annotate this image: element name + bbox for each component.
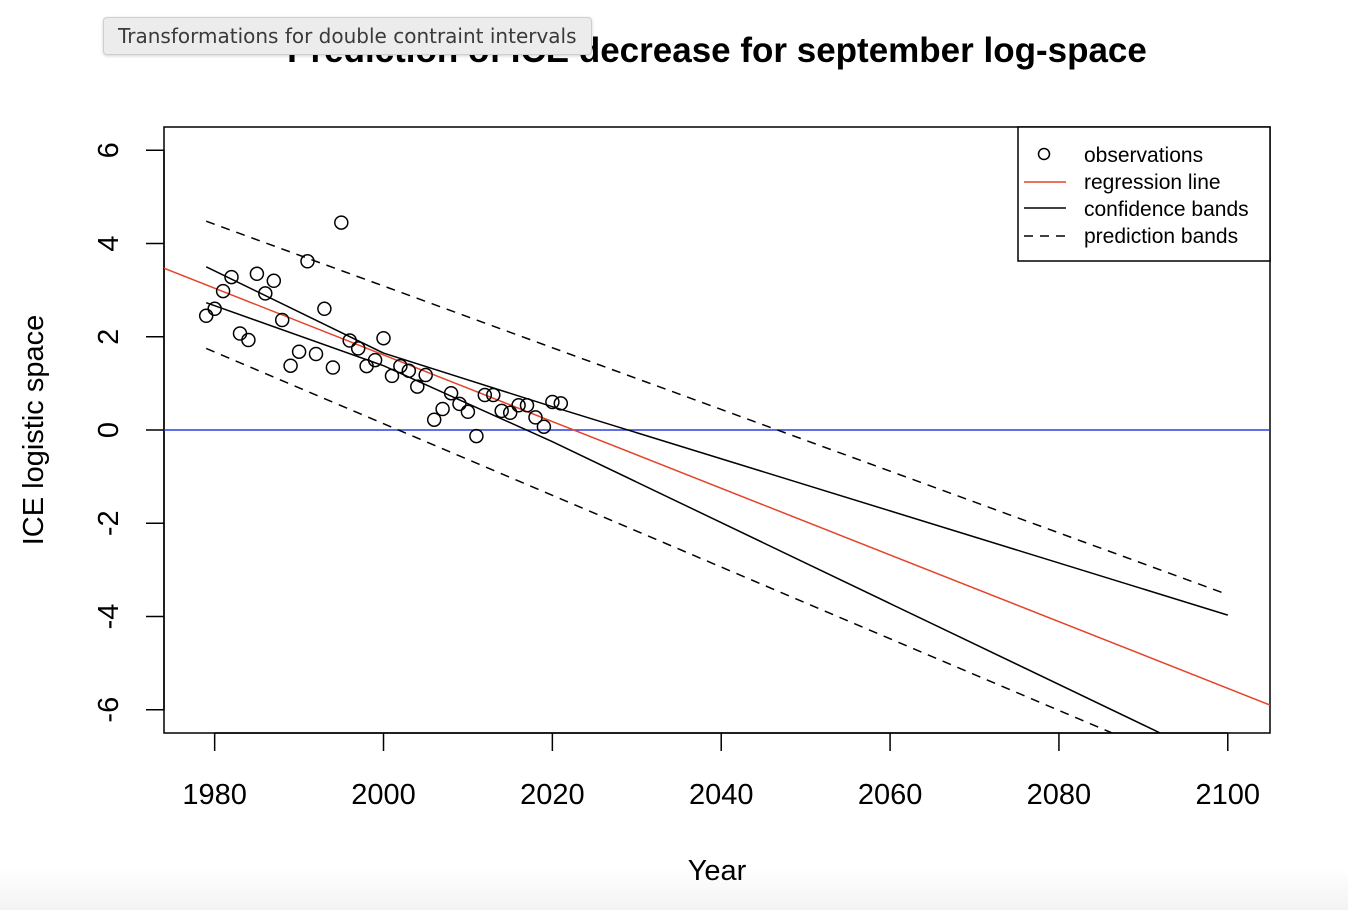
observation-point bbox=[224, 269, 239, 285]
observation-point bbox=[528, 410, 543, 425]
observation-point bbox=[426, 412, 442, 427]
observation-point bbox=[477, 387, 493, 403]
y-tick-label: 6 bbox=[93, 142, 125, 158]
observation-point bbox=[258, 286, 273, 301]
x-tick-label: 1980 bbox=[182, 779, 247, 811]
observation-point bbox=[393, 358, 408, 374]
observation-point bbox=[283, 358, 298, 373]
observation-point bbox=[519, 398, 535, 413]
observation-point bbox=[249, 266, 265, 282]
observation-point bbox=[494, 403, 509, 419]
observation-point bbox=[460, 404, 476, 420]
observation-point bbox=[553, 396, 569, 411]
observation-point bbox=[325, 360, 341, 375]
observation-point bbox=[511, 398, 526, 413]
observation-point bbox=[452, 396, 467, 412]
x-axis-label: Year bbox=[688, 855, 747, 887]
observation-point bbox=[418, 367, 433, 383]
observation-point bbox=[384, 368, 400, 384]
confidence-band-upper bbox=[205, 266, 1229, 616]
y-tick-label: 4 bbox=[93, 235, 125, 251]
observation-point bbox=[215, 283, 231, 299]
observation-point bbox=[350, 341, 366, 356]
observation-point bbox=[376, 330, 391, 346]
legend-label-regression-line: regression line bbox=[1084, 171, 1221, 194]
y-tick-label: -2 bbox=[93, 510, 125, 536]
legend-observations-symbol bbox=[1037, 147, 1051, 161]
observation-point bbox=[410, 379, 425, 394]
observation-point bbox=[443, 385, 459, 401]
y-tick-label: 2 bbox=[93, 329, 125, 345]
observation-point bbox=[300, 254, 315, 269]
observation-point bbox=[274, 312, 290, 328]
confidence-band-lower bbox=[205, 301, 1161, 733]
observation-point bbox=[367, 352, 383, 368]
y-tick-label: -6 bbox=[93, 697, 125, 723]
observation-point bbox=[317, 301, 332, 317]
x-tick-label: 2000 bbox=[351, 779, 416, 811]
prediction-band-upper bbox=[205, 220, 1229, 596]
x-tick-label: 2040 bbox=[689, 779, 754, 811]
observation-point bbox=[486, 387, 501, 403]
observation-point bbox=[334, 215, 349, 230]
x-tick-label: 2080 bbox=[1027, 779, 1092, 811]
x-tick-label: 2020 bbox=[520, 779, 585, 811]
observation-point bbox=[545, 394, 560, 410]
observation-point bbox=[308, 346, 324, 362]
x-tick-label: 2100 bbox=[1196, 779, 1261, 811]
observation-point bbox=[266, 273, 282, 289]
observation-point bbox=[291, 344, 307, 359]
observation-point bbox=[536, 419, 552, 434]
observation-point bbox=[232, 326, 248, 341]
y-tick-label: -4 bbox=[93, 604, 125, 630]
legend-box bbox=[1017, 126, 1271, 262]
x-tick-label: 2060 bbox=[858, 779, 923, 811]
legend: observations regression line confidence … bbox=[1017, 126, 1271, 262]
observation-point bbox=[469, 428, 484, 444]
regression-line bbox=[164, 267, 1270, 706]
legend-label-observations: observations bbox=[1084, 144, 1203, 167]
observation-point bbox=[207, 301, 222, 317]
prediction-band-lower bbox=[205, 347, 1113, 733]
observation-point bbox=[502, 405, 518, 421]
observation-point bbox=[401, 363, 417, 379]
observation-point bbox=[241, 332, 256, 348]
observation-point bbox=[435, 401, 450, 417]
observation-point bbox=[198, 308, 214, 324]
legend-label-confidence-bands: confidence bands bbox=[1084, 198, 1249, 221]
observation-point bbox=[342, 333, 357, 348]
legend-label-prediction-bands: prediction bands bbox=[1084, 225, 1238, 248]
y-axis-label: ICE logistic space bbox=[18, 315, 50, 546]
tooltip: Transformations for double contraint int… bbox=[103, 17, 592, 55]
y-tick-label: 0 bbox=[93, 422, 125, 438]
